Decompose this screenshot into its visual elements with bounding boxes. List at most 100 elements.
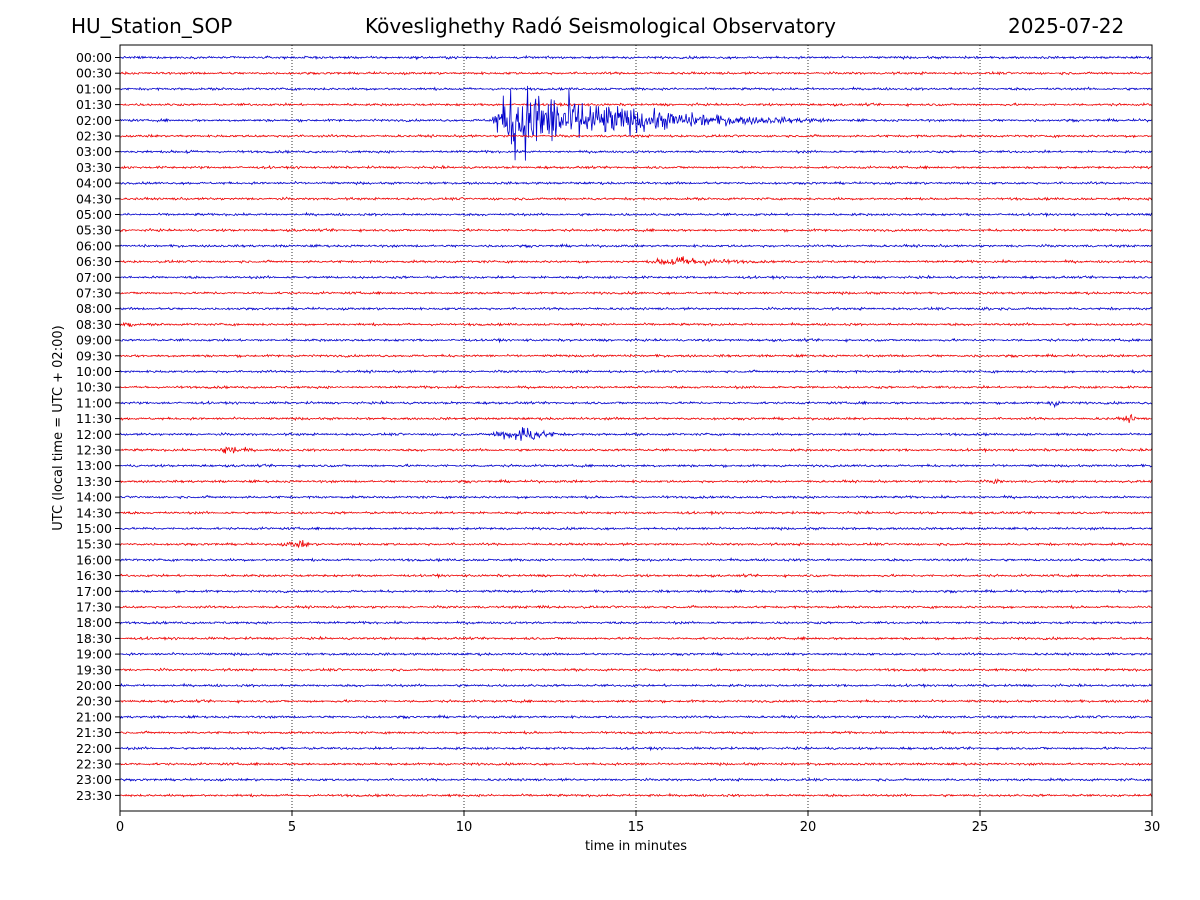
row-time-label: 03:00 (76, 144, 112, 159)
row-time-label: 18:00 (76, 615, 112, 630)
row-time-label: 07:00 (76, 270, 112, 285)
row-time-label: 01:00 (76, 81, 112, 96)
y-axis-label: UTC (local time = UTC + 02:00) (51, 325, 66, 530)
x-tick-label: 0 (116, 820, 124, 835)
trace-1930 (119, 667, 1153, 673)
row-time-label: 02:30 (76, 129, 112, 144)
trace-2300 (120, 777, 1153, 782)
row-time-label: 22:00 (76, 741, 112, 756)
row-time-label: 16:30 (76, 568, 112, 583)
row-time-label: 16:00 (76, 552, 112, 567)
row-time-label: 23:00 (76, 772, 112, 787)
row-time-label: 19:30 (76, 662, 112, 677)
trace-1330 (119, 478, 1153, 485)
trace-1730 (119, 604, 1153, 610)
trace-0230 (119, 133, 1153, 139)
trace-1700 (119, 588, 1153, 594)
y-axis: 00:0000:3001:0001:3002:0002:3003:0003:30… (76, 50, 120, 803)
trace-0500 (119, 211, 1153, 218)
row-time-label: 11:00 (76, 395, 112, 410)
trace-1900 (119, 651, 1153, 657)
trace-0000 (120, 54, 1153, 61)
trace-1830 (119, 635, 1153, 641)
row-time-label: 10:30 (76, 380, 112, 395)
trace-2100 (119, 714, 1153, 720)
trace-0400 (120, 180, 1153, 186)
x-tick-label: 30 (1144, 820, 1161, 835)
trace-2230 (120, 761, 1153, 767)
x-tick-label: 25 (972, 820, 989, 835)
trace-0800 (119, 306, 1153, 312)
trace-0030 (119, 70, 1153, 76)
trace-1400 (119, 494, 1153, 500)
row-time-label: 04:00 (76, 176, 112, 191)
row-time-label: 00:00 (76, 50, 112, 65)
row-time-label: 17:00 (76, 584, 112, 599)
trace-0100 (120, 86, 1153, 92)
row-time-label: 12:00 (76, 427, 112, 442)
trace-2030 (120, 698, 1153, 704)
trace-2200 (119, 745, 1153, 752)
row-time-label: 09:30 (76, 348, 112, 363)
trace-1200 (119, 427, 1153, 441)
trace-0700 (119, 274, 1153, 281)
trace-1630 (119, 572, 1152, 579)
x-tick-label: 5 (288, 820, 296, 835)
trace-1600 (119, 557, 1153, 563)
row-time-label: 09:00 (76, 333, 112, 348)
row-time-label: 15:30 (76, 537, 112, 552)
row-time-label: 12:30 (76, 443, 112, 458)
trace-0600 (119, 243, 1153, 249)
row-time-label: 21:00 (76, 709, 112, 724)
row-time-label: 06:00 (76, 238, 112, 253)
trace-0430 (119, 196, 1153, 202)
trace-2330 (119, 792, 1153, 798)
trace-0300 (119, 148, 1153, 155)
row-time-label: 19:00 (76, 647, 112, 662)
row-time-label: 18:30 (76, 631, 112, 646)
trace-0930 (119, 353, 1153, 359)
row-time-label: 22:30 (76, 757, 112, 772)
row-time-label: 06:30 (76, 254, 112, 269)
row-time-label: 14:00 (76, 490, 112, 505)
row-time-label: 02:00 (76, 113, 112, 128)
observatory-title: Köveslighethy Radó Seismological Observa… (365, 14, 836, 38)
station-title: HU_Station_SOP (71, 14, 233, 38)
row-time-label: 04:30 (76, 191, 112, 206)
x-tick-label: 15 (628, 820, 645, 835)
trace-1500 (119, 526, 1153, 531)
row-time-label: 03:30 (76, 160, 112, 175)
trace-1430 (119, 510, 1153, 516)
trace-1130 (119, 413, 1153, 424)
row-time-label: 20:30 (76, 694, 112, 709)
trace-1100 (120, 400, 1153, 409)
trace-1230 (119, 446, 1153, 454)
row-time-label: 14:30 (76, 505, 112, 520)
row-time-label: 08:00 (76, 301, 112, 316)
trace-1530 (119, 540, 1153, 549)
row-time-label: 13:00 (76, 458, 112, 473)
trace-0830 (119, 321, 1153, 327)
row-time-label: 01:30 (76, 97, 112, 112)
row-time-label: 23:30 (76, 788, 112, 803)
grid-lines (291, 45, 981, 811)
row-time-label: 11:30 (76, 411, 112, 426)
trace-0730 (119, 290, 1153, 296)
row-time-label: 08:30 (76, 317, 112, 332)
row-time-label: 00:30 (76, 66, 112, 81)
row-time-label: 21:30 (76, 725, 112, 740)
trace-1300 (119, 463, 1153, 469)
row-time-label: 20:00 (76, 678, 112, 693)
trace-0530 (119, 227, 1153, 233)
trace-0630 (119, 256, 1153, 267)
row-time-label: 05:30 (76, 223, 112, 238)
row-time-label: 15:00 (76, 521, 112, 536)
trace-0900 (119, 337, 1153, 344)
trace-1800 (119, 619, 1153, 626)
trace-2000 (119, 682, 1153, 689)
x-tick-label: 10 (456, 820, 473, 835)
row-time-label: 07:30 (76, 286, 112, 301)
row-time-label: 10:00 (76, 364, 112, 379)
x-tick-label: 20 (800, 820, 817, 835)
